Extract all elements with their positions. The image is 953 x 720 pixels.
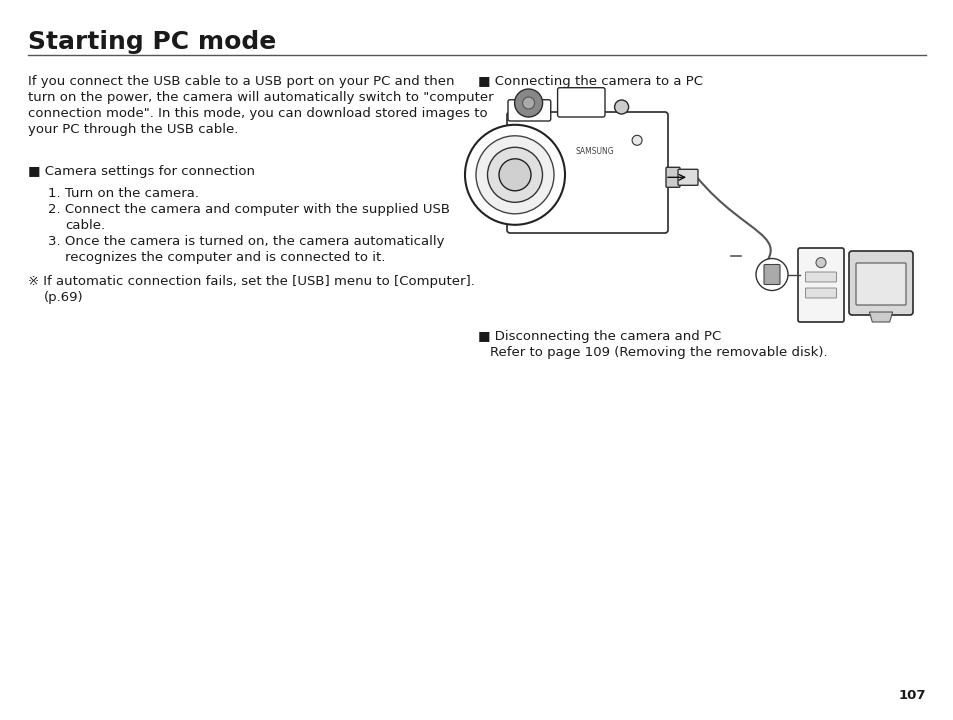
FancyBboxPatch shape [855, 263, 905, 305]
Text: 2. Connect the camera and computer with the supplied USB: 2. Connect the camera and computer with … [48, 203, 450, 216]
Circle shape [755, 258, 787, 290]
Circle shape [476, 136, 554, 214]
Circle shape [514, 89, 542, 117]
FancyBboxPatch shape [848, 251, 912, 315]
FancyBboxPatch shape [678, 169, 698, 185]
Text: If you connect the USB cable to a USB port on your PC and then: If you connect the USB cable to a USB po… [28, 75, 454, 88]
FancyBboxPatch shape [506, 112, 667, 233]
FancyBboxPatch shape [797, 248, 843, 322]
Text: cable.: cable. [65, 219, 105, 232]
Text: Refer to page 109 (Removing the removable disk).: Refer to page 109 (Removing the removabl… [490, 346, 827, 359]
Text: 1. Turn on the camera.: 1. Turn on the camera. [48, 187, 199, 200]
Text: ■ Disconnecting the camera and PC: ■ Disconnecting the camera and PC [477, 330, 720, 343]
Circle shape [632, 135, 641, 145]
Text: ※ If automatic connection fails, set the [USB] menu to [Computer].: ※ If automatic connection fails, set the… [28, 275, 475, 288]
Circle shape [498, 159, 531, 191]
FancyBboxPatch shape [665, 167, 679, 187]
Text: connection mode". In this mode, you can download stored images to: connection mode". In this mode, you can … [28, 107, 487, 120]
Circle shape [614, 100, 628, 114]
Text: your PC through the USB cable.: your PC through the USB cable. [28, 123, 238, 136]
Text: SAMSUNG: SAMSUNG [576, 148, 614, 156]
Text: 3. Once the camera is turned on, the camera automatically: 3. Once the camera is turned on, the cam… [48, 235, 444, 248]
Text: (p.69): (p.69) [44, 291, 84, 304]
Text: ■ Connecting the camera to a PC: ■ Connecting the camera to a PC [477, 75, 702, 88]
Text: 107: 107 [898, 689, 925, 702]
FancyBboxPatch shape [804, 288, 836, 298]
Circle shape [487, 148, 542, 202]
FancyBboxPatch shape [763, 264, 780, 284]
Text: recognizes the computer and is connected to it.: recognizes the computer and is connected… [65, 251, 385, 264]
Circle shape [815, 258, 825, 268]
FancyBboxPatch shape [507, 100, 550, 121]
Text: Starting PC mode: Starting PC mode [28, 30, 276, 54]
Text: ■ Camera settings for connection: ■ Camera settings for connection [28, 165, 254, 178]
Polygon shape [868, 312, 892, 322]
Circle shape [522, 97, 534, 109]
Text: turn on the power, the camera will automatically switch to "computer: turn on the power, the camera will autom… [28, 91, 493, 104]
FancyBboxPatch shape [557, 88, 604, 117]
Circle shape [464, 125, 564, 225]
FancyBboxPatch shape [804, 272, 836, 282]
